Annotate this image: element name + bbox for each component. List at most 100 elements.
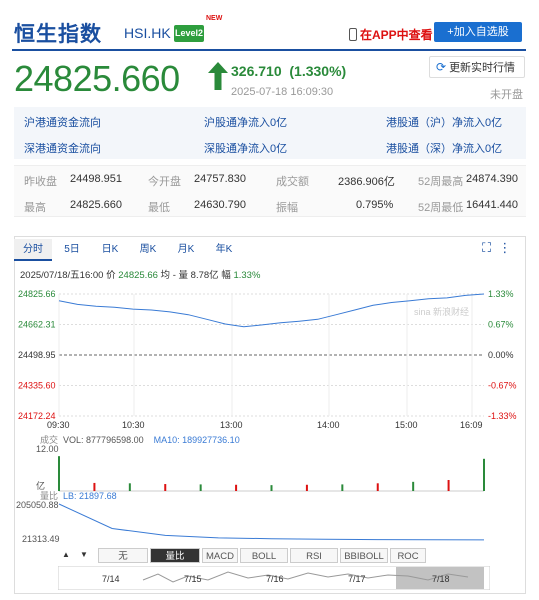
navigator-date: 7/16 <box>266 574 284 584</box>
indicator-tab-none[interactable]: 无 <box>98 548 148 563</box>
price-xtick: 15:00 <box>395 420 418 430</box>
more-options-icon[interactable]: ⋮ <box>498 240 512 255</box>
stat-label: 昨收盘 <box>24 176 57 188</box>
lb-label: 量比 <box>40 491 59 501</box>
time-navigator[interactable]: 7/14 7/15 7/16 7/17 7/18 <box>58 566 490 590</box>
lb-value: LB: 21897.68 <box>63 491 117 501</box>
new-badge: NEW <box>206 15 223 22</box>
fund-flow-panel: 沪港通资金流向 沪股通净流入0亿 港股通（沪）净流入0亿 深港通资金流向 深股通… <box>14 107 526 159</box>
tab-yearly-k[interactable]: 年K <box>215 244 233 255</box>
tab-monthly-k[interactable]: 月K <box>177 244 195 255</box>
add-to-watchlist-button[interactable]: +加入自选股 <box>434 22 522 42</box>
indicator-tab-roc[interactable]: ROC <box>390 548 426 563</box>
stat-value: 16441.440 <box>466 199 518 211</box>
change-value: 326.710 <box>231 63 282 79</box>
info-avg-label: 均 <box>160 270 171 281</box>
refresh-quote-button[interactable]: ⟳ 更新实时行情 <box>429 56 525 78</box>
indicator-tab-rsi[interactable]: RSI <box>290 548 338 563</box>
price-ytick-left: 24498.95 <box>18 350 56 360</box>
navigator-date: 7/17 <box>348 574 366 584</box>
current-price: 24825.660 <box>14 58 180 99</box>
info-amp: 1.33% <box>233 270 261 281</box>
navigator-date: 7/15 <box>184 574 202 584</box>
info-date: 2025/07/18/五16:00 <box>20 270 104 281</box>
market-status: 未开盘 <box>490 89 523 101</box>
info-amp-label: 幅 <box>221 270 231 281</box>
stats-row: 昨收盘 24498.951 今开盘 24757.830 成交额 2386.906… <box>14 166 526 192</box>
info-avg: - <box>172 270 176 281</box>
header-divider <box>12 49 526 51</box>
indicator-tab-macd[interactable]: MACD <box>202 548 238 563</box>
tab-5day[interactable]: 5日 <box>64 244 80 255</box>
volume-bar <box>164 484 167 491</box>
lb-line <box>58 503 485 541</box>
flow-link-sh[interactable]: 沪港通资金流向 <box>24 117 101 129</box>
lb-ytick-top: 205050.88 <box>16 500 59 510</box>
stat-value: 24498.951 <box>70 173 122 185</box>
price-ytick-right: -1.33% <box>488 411 517 421</box>
phone-icon <box>349 28 357 41</box>
volume-ytick: 12.00 <box>36 444 59 454</box>
lb-legend: 量比 LB: 21897.68 <box>40 489 117 502</box>
level2-badge[interactable]: Level2 <box>174 25 204 42</box>
stat-label: 52周最低 <box>418 202 464 214</box>
lb-ytick-bottom: 21313.49 <box>22 534 60 544</box>
intraday-price-chart[interactable]: sina 新浪财经 24825.66 1.33% 24662.31 0.67% 2449… <box>14 280 526 430</box>
prev-indicator-arrow[interactable]: ▲ <box>62 550 70 559</box>
view-in-app-link[interactable]: 在APP中查看 <box>349 26 433 43</box>
indicator-tab-lb[interactable]: 量比 <box>150 548 200 563</box>
navigator-date: 7/14 <box>102 574 120 584</box>
volume-chart[interactable]: 12.00 亿 <box>14 443 526 493</box>
next-indicator-arrow[interactable]: ▼ <box>80 550 88 559</box>
index-symbol: HSI.HK <box>124 25 171 41</box>
price-ytick-left: 24335.60 <box>18 380 56 390</box>
tab-weekly-k[interactable]: 周K <box>139 244 157 255</box>
flow-row-sz: 深港通资金流向 深股通净流入0亿 港股通（深）净流入0亿 <box>14 133 526 159</box>
indicator-tab-bbiboll[interactable]: BBIBOLL <box>340 548 388 563</box>
volume-legend: 成交 VOL: 877796598.00 MA10: 189927736.10 <box>40 433 240 446</box>
stat-label: 振幅 <box>276 202 298 214</box>
quote-timestamp: 2025-07-18 16:09:30 <box>231 86 334 98</box>
volume-bar <box>376 483 379 491</box>
price-xtick: 13:00 <box>220 420 243 430</box>
volume-bar <box>128 483 131 491</box>
price-change: 326.710 (1.330%) <box>231 63 346 79</box>
refresh-icon: ⟳ <box>436 60 447 74</box>
stat-value: 24874.390 <box>466 173 518 185</box>
stat-label: 52周最高 <box>418 176 464 188</box>
stat-value: 24825.660 <box>70 199 122 211</box>
price-ytick-right: 0.00% <box>488 350 514 360</box>
indicator-tab-boll[interactable]: BOLL <box>240 548 288 563</box>
stat-label: 最低 <box>148 202 170 214</box>
price-ytick-right: -0.67% <box>488 380 517 390</box>
up-arrow-icon <box>208 62 228 90</box>
stat-value: 24757.830 <box>194 173 246 185</box>
view-in-app-label: 在APP中查看 <box>360 28 433 42</box>
stat-label: 今开盘 <box>148 176 181 188</box>
price-line <box>58 293 485 328</box>
tab-daily-k[interactable]: 日K <box>101 244 119 255</box>
flow-link-sz[interactable]: 深港通资金流向 <box>24 143 101 155</box>
volume-bar <box>199 484 202 491</box>
volume-ratio-chart[interactable]: 205050.88 21313.49 <box>14 498 526 546</box>
volume-bar <box>270 485 273 491</box>
stat-value: 0.795% <box>356 199 394 211</box>
stat-label: 最高 <box>24 202 46 214</box>
volume-bar <box>305 484 308 491</box>
price-ytick-left: 24662.31 <box>18 319 56 329</box>
navigator-selection[interactable] <box>396 567 484 589</box>
price-ytick-right: 1.33% <box>488 289 514 299</box>
fullscreen-icon[interactable]: ⛶ <box>482 240 492 255</box>
stat-value: 2386.906亿 <box>338 176 395 188</box>
info-vol-label: 量 <box>178 270 189 281</box>
volume-bar <box>483 458 485 491</box>
volume-ma10: MA10: 189927736.10 <box>153 435 240 445</box>
price-xtick: 16:09 <box>460 420 483 430</box>
volume-bar <box>58 456 60 491</box>
stat-label: 成交额 <box>276 176 309 188</box>
volume-bar <box>93 482 96 491</box>
tab-intraday[interactable]: 分时 <box>14 239 52 261</box>
refresh-label: 更新实时行情 <box>449 62 516 74</box>
price-xtick: 10:30 <box>122 420 145 430</box>
quote-stats-table: 昨收盘 24498.951 今开盘 24757.830 成交额 2386.906… <box>14 165 526 217</box>
